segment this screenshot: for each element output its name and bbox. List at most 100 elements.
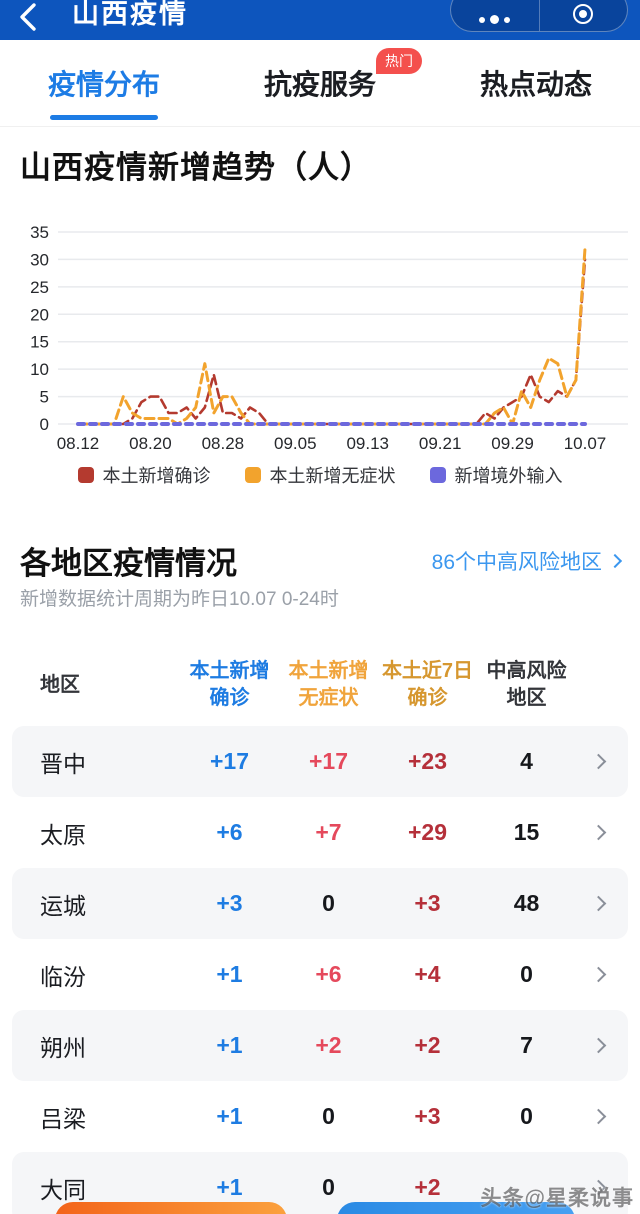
region-name: 大同 (40, 1176, 86, 1203)
week-confirmed-value: +3 (414, 1103, 441, 1129)
tab-anti-epidemic-services[interactable]: 抗疫服务 热门 (263, 40, 422, 127)
week-confirmed-value: +29 (407, 819, 447, 845)
week-confirmed-value: +23 (407, 748, 447, 774)
page-title: 山西疫情 (72, 0, 188, 29)
tab-epidemic-distribution[interactable]: 疫情分布 (48, 40, 160, 127)
table-row[interactable]: 晋中 +17 +17 +23 4 (12, 726, 628, 797)
trend-line-chart: 0 5 10 15 20 25 30 35 08.12 08.20 08.28 09.05 09.13 0… (30, 223, 628, 453)
table-header: 地区 本土新增 确诊 本土新增 无症状 本土近7日 确诊 中高风险 地区 (12, 648, 628, 722)
table-row[interactable]: 运城 +3 0 +3 48 (12, 868, 628, 939)
svg-text:5: 5 (40, 388, 49, 407)
tab-bar: 疫情分布 抗疫服务 热门 热点动态 (0, 40, 640, 127)
local-asymptomatic-value: 0 (322, 1103, 335, 1129)
chevron-right-icon (576, 1037, 620, 1054)
header-line: 无症状 (298, 687, 359, 709)
section-title: 各地区疫情情况 (20, 546, 237, 581)
bottom-orange-button[interactable] (55, 1202, 287, 1214)
svg-text:08.12: 08.12 (57, 434, 100, 453)
table-row[interactable]: 太原 +6 +7 +29 15 (12, 797, 628, 868)
svg-text:09.05: 09.05 (274, 434, 317, 453)
week-confirmed-value: +4 (414, 961, 441, 987)
legend-item-local-confirmed: 本土新增确诊 (77, 462, 211, 488)
header-line: 确诊 (209, 687, 250, 709)
week-confirmed-value: +2 (414, 1174, 441, 1200)
tab-label: 热点动态 (479, 69, 592, 100)
legend-swatch-orange (244, 467, 261, 483)
region-table: 晋中 +17 +17 +23 4 太原 +6 +7 +29 15 运城 +3 0… (12, 726, 628, 1214)
header-local-confirmed: 本土新增 确诊 (180, 658, 279, 712)
svg-text:09.21: 09.21 (419, 434, 462, 453)
navbar: 山西疫情 (0, 0, 640, 40)
local-confirmed-value: +1 (216, 961, 243, 987)
section-subtitle: 新增数据统计周期为昨日10.07 0-24时 (20, 589, 339, 610)
miniprogram-capsule (450, 0, 628, 32)
risk-areas-value: 0 (520, 961, 533, 987)
legend-item-imported: 新增境外输入 (429, 462, 563, 488)
header-local-asymptomatic: 本土新增 无症状 (279, 658, 378, 712)
local-confirmed-value: +6 (216, 819, 243, 845)
chevron-right-icon (576, 895, 620, 912)
svg-text:30: 30 (30, 250, 49, 269)
legend-label: 新增境外输入 (454, 466, 563, 486)
table-row[interactable]: 朔州 +1 +2 +2 7 (12, 1010, 628, 1081)
region-name: 晋中 (40, 750, 86, 777)
back-button[interactable] (18, 0, 52, 36)
legend-swatch-red (77, 467, 94, 483)
back-chevron-icon (20, 3, 36, 31)
chevron-right-icon (576, 1108, 620, 1125)
table-row[interactable]: 吕梁 +1 0 +3 0 (12, 1081, 628, 1152)
hot-badge: 热门 (376, 47, 422, 74)
risk-areas-value: 7 (520, 1032, 533, 1058)
target-circle-icon (573, 4, 594, 24)
local-asymptomatic-value: +7 (315, 819, 342, 845)
risk-areas-link-label: 86个中高风险地区 (431, 550, 602, 574)
header-region: 地区 (40, 673, 80, 696)
more-button[interactable] (451, 0, 540, 31)
local-asymptomatic-value: 0 (322, 890, 335, 916)
svg-text:35: 35 (30, 223, 49, 242)
header-line: 本土近7日 (381, 660, 474, 682)
bottom-blue-button[interactable] (337, 1202, 575, 1214)
header-line: 中高风险 (486, 660, 567, 682)
more-dots-icon (479, 15, 511, 24)
legend-label: 本土新增确诊 (102, 466, 211, 486)
region-name: 临汾 (40, 963, 86, 990)
header-line: 本土新增 (288, 660, 369, 682)
svg-text:25: 25 (30, 278, 49, 297)
svg-text:0: 0 (40, 415, 49, 434)
svg-text:09.13: 09.13 (346, 434, 389, 453)
close-button[interactable] (540, 0, 628, 31)
svg-text:10: 10 (30, 360, 49, 379)
local-asymptomatic-value: +17 (308, 748, 348, 774)
chevron-right-icon (607, 553, 623, 569)
local-confirmed-value: +1 (216, 1032, 243, 1058)
tab-label: 抗疫服务 (263, 69, 376, 100)
local-confirmed-value: +17 (209, 748, 249, 774)
chart-legend: 本土新增确诊 本土新增无症状 新增境外输入 (0, 462, 640, 488)
week-confirmed-value: +2 (414, 1032, 441, 1058)
svg-text:20: 20 (30, 305, 49, 324)
header-line: 本土新增 (189, 660, 270, 682)
header-line: 确诊 (407, 687, 448, 709)
local-confirmed-value: +1 (216, 1174, 243, 1200)
region-name: 吕梁 (40, 1105, 86, 1132)
legend-swatch-purple (429, 467, 446, 483)
local-asymptomatic-value: +2 (315, 1032, 342, 1058)
region-name: 运城 (40, 892, 86, 919)
legend-label: 本土新增无症状 (269, 466, 396, 486)
local-confirmed-value: +1 (216, 1103, 243, 1129)
risk-areas-link[interactable]: 86个中高风险地区 (431, 546, 623, 576)
header-line: 地区 (506, 687, 547, 709)
chart-title: 山西疫情新增趋势（人） (20, 150, 372, 185)
svg-text:08.28: 08.28 (202, 434, 245, 453)
tab-hot-news[interactable]: 热点动态 (480, 40, 592, 127)
week-confirmed-value: +3 (414, 890, 441, 916)
watermark: 头条@星柔说事 (480, 1187, 634, 1210)
chevron-right-icon (576, 824, 620, 841)
svg-text:10.07: 10.07 (564, 434, 607, 453)
local-confirmed-value: +3 (216, 890, 243, 916)
svg-text:15: 15 (30, 333, 49, 352)
table-row[interactable]: 临汾 +1 +6 +4 0 (12, 939, 628, 1010)
header-risk-areas: 中高风险 地区 (477, 658, 576, 712)
